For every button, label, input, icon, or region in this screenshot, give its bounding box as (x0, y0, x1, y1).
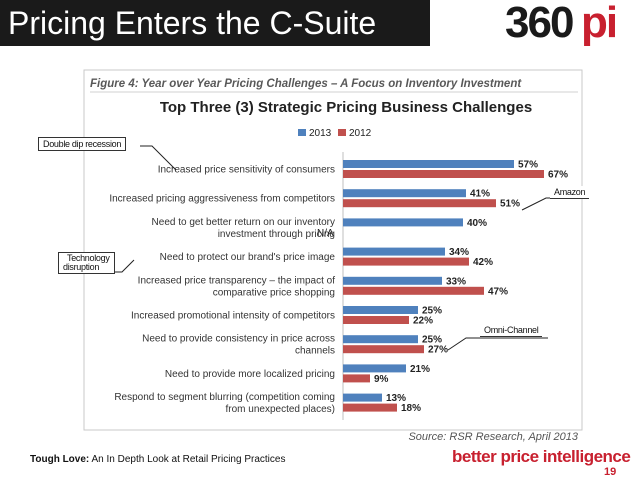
chart-title: Top Three (3) Strategic Pricing Business… (160, 99, 532, 116)
bar-2013-4 (343, 276, 442, 285)
bar-2012-0 (343, 170, 544, 178)
bar-2012-7 (343, 374, 370, 383)
bar-2013-8 (343, 393, 382, 402)
title-background (0, 0, 430, 46)
value-label-2012-7: 9% (374, 374, 389, 385)
chart-source: Source: RSR Research, April 2013 (408, 431, 578, 443)
bar-2013-0 (343, 160, 514, 168)
legend-swatch-2013 (298, 129, 306, 136)
value-label-2013-5: 25% (422, 306, 442, 317)
page-number: 19 (604, 466, 617, 478)
value-label-2012-0: 67% (548, 170, 568, 181)
callout-technology-line1: Technology (67, 253, 110, 263)
logo-number: 360 (505, 0, 574, 47)
slide-title: Pricing Enters the C-Suite (8, 5, 377, 41)
footer-report-title: Tough Love: An In Depth Look at Retail P… (30, 454, 285, 465)
title-bar: Pricing Enters the C-Suite 360 pi (0, 0, 638, 58)
value-label-2012-2: N/A (317, 228, 334, 239)
bar-2012-1 (343, 199, 496, 208)
brand-tagline: better price intelligence (452, 447, 631, 466)
value-labels: 57%67%41%51%40%N/A34%42%33%47%25%22%25%2… (317, 160, 568, 415)
value-label-2012-6: 27% (428, 345, 448, 356)
bar-2012-4 (343, 286, 484, 295)
footer-rest: An In Depth Look at Retail Pricing Pract… (89, 454, 286, 465)
bar-2012-6 (343, 345, 424, 354)
bar-2013-2 (343, 218, 463, 227)
value-label-2012-3: 42% (473, 257, 493, 268)
value-label-2012-1: 51% (500, 199, 520, 210)
bar-2013-3 (343, 247, 445, 256)
legend-label-2012: 2012 (349, 128, 372, 139)
value-label-2012-4: 47% (488, 286, 508, 297)
callout-line-omni-channel (447, 337, 548, 351)
bar-2012-3 (343, 257, 469, 266)
value-label-2013-8: 13% (386, 393, 406, 404)
logo-suffix: pi (581, 0, 618, 47)
callout-line-double-dip (140, 145, 177, 171)
category-label-7: Need to provide more localized pricing (165, 369, 335, 380)
value-label-2012-8: 18% (401, 403, 421, 414)
bar-2013-6 (343, 335, 418, 344)
bar-2013-7 (343, 364, 406, 373)
callout-double-dip-recession: Double dip recession (38, 137, 127, 151)
category-label-2: Need to get better return on our invento… (152, 217, 335, 240)
category-labels: Increased price sensitivity of consumers… (109, 165, 335, 416)
value-label-2013-1: 41% (470, 189, 490, 200)
bar-2012-8 (343, 403, 397, 412)
category-label-0: Increased price sensitivity of consumers (158, 165, 335, 176)
category-label-6: Need to provide consistency in price acr… (142, 334, 335, 357)
value-label-2013-4: 33% (446, 276, 466, 287)
value-label-2013-3: 34% (449, 247, 469, 258)
figure-panel (83, 69, 583, 431)
callout-omni-channel: Omni-Channel (480, 324, 543, 337)
footer-bold: Tough Love: (30, 454, 90, 465)
bar-2012-5 (343, 316, 409, 324)
value-label-2013-6: 25% (422, 335, 442, 346)
value-label-2013-0: 57% (518, 160, 538, 171)
callout-technology-disruption: Technology disruption (58, 252, 115, 274)
company-logo: 360 pi (505, 0, 633, 50)
category-label-8: Respond to segment blurring (competition… (114, 392, 335, 415)
value-label-2012-5: 22% (413, 316, 433, 327)
value-label-2013-7: 21% (410, 364, 430, 375)
legend: 2013 2012 (298, 128, 372, 139)
bars-layer (343, 160, 544, 412)
legend-label-2013: 2013 (309, 128, 332, 139)
callout-technology-line2: disruption (63, 262, 100, 272)
category-label-5: Increased promotional intensity of compe… (131, 311, 335, 322)
value-label-2013-2: 40% (467, 218, 487, 229)
category-label-1: Increased pricing aggressiveness from co… (109, 194, 335, 205)
figure-caption: Figure 4: Year over Year Pricing Challen… (90, 78, 522, 90)
category-label-4: Increased price transparency – the impac… (138, 275, 336, 298)
bar-2013-5 (343, 306, 418, 314)
bar-2013-1 (343, 189, 466, 198)
category-label-3: Need to protect our brand's price image (160, 252, 336, 263)
callout-amazon: Amazon (550, 186, 590, 199)
legend-swatch-2012 (338, 129, 346, 136)
